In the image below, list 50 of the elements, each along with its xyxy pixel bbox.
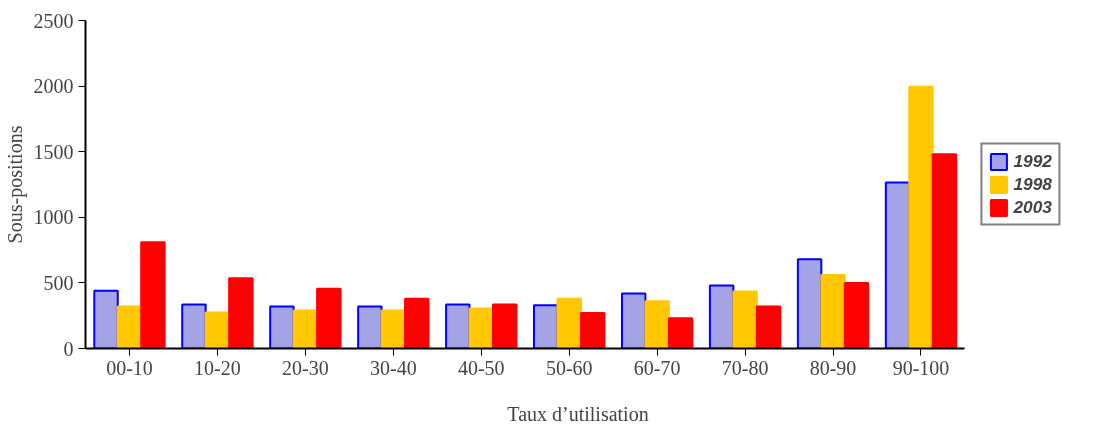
bar xyxy=(468,307,494,349)
bar xyxy=(843,281,870,349)
bar xyxy=(228,277,254,349)
bar xyxy=(556,297,582,349)
bar xyxy=(380,309,407,349)
y-tick-label: 0 xyxy=(63,337,74,360)
bar xyxy=(140,241,166,349)
y-tick-label: 2500 xyxy=(33,9,74,32)
y-tick-label: 2000 xyxy=(33,75,74,98)
x-tick-label: 70-80 xyxy=(721,356,769,379)
bar xyxy=(316,287,342,349)
y-tick-label: 1000 xyxy=(33,206,74,229)
bar xyxy=(931,153,958,349)
legend-label: 1998 xyxy=(1013,173,1052,195)
x-tick-label: 00-10 xyxy=(106,356,153,379)
bar xyxy=(708,284,735,349)
bar xyxy=(667,317,694,349)
bar xyxy=(269,305,295,349)
bar xyxy=(620,292,647,349)
bar xyxy=(755,305,782,349)
bar xyxy=(93,289,119,349)
bar xyxy=(908,85,934,349)
bar xyxy=(404,297,430,349)
bar xyxy=(491,303,518,349)
y-axis-title: Sous-positions xyxy=(3,125,27,244)
bar xyxy=(357,305,383,349)
bar xyxy=(204,311,231,349)
x-tick-label: 80-90 xyxy=(809,356,857,379)
bar xyxy=(292,309,319,349)
bar xyxy=(732,290,758,349)
bar xyxy=(820,274,846,349)
x-axis-title: Taux d’utilisation xyxy=(507,402,649,425)
y-tick-label: 500 xyxy=(43,271,74,294)
legend-label: 2003 xyxy=(1013,196,1052,218)
bar xyxy=(644,300,670,349)
x-tick-label: 60-70 xyxy=(633,356,681,379)
bar xyxy=(796,258,823,349)
legend-label: 1992 xyxy=(1013,150,1052,172)
bar xyxy=(533,304,559,349)
x-tick-label: 90-100 xyxy=(892,356,950,379)
bar xyxy=(445,303,471,349)
x-tick-label: 40-50 xyxy=(457,356,505,379)
x-tick-label: 10-20 xyxy=(194,356,241,379)
y-tick-label: 1500 xyxy=(33,140,74,163)
bar xyxy=(579,312,606,349)
x-tick-label: 30-40 xyxy=(369,356,417,379)
x-tick-label: 20-30 xyxy=(282,356,329,379)
x-tick-label: 50-60 xyxy=(545,356,593,379)
bar xyxy=(181,303,207,349)
bar xyxy=(884,181,911,349)
